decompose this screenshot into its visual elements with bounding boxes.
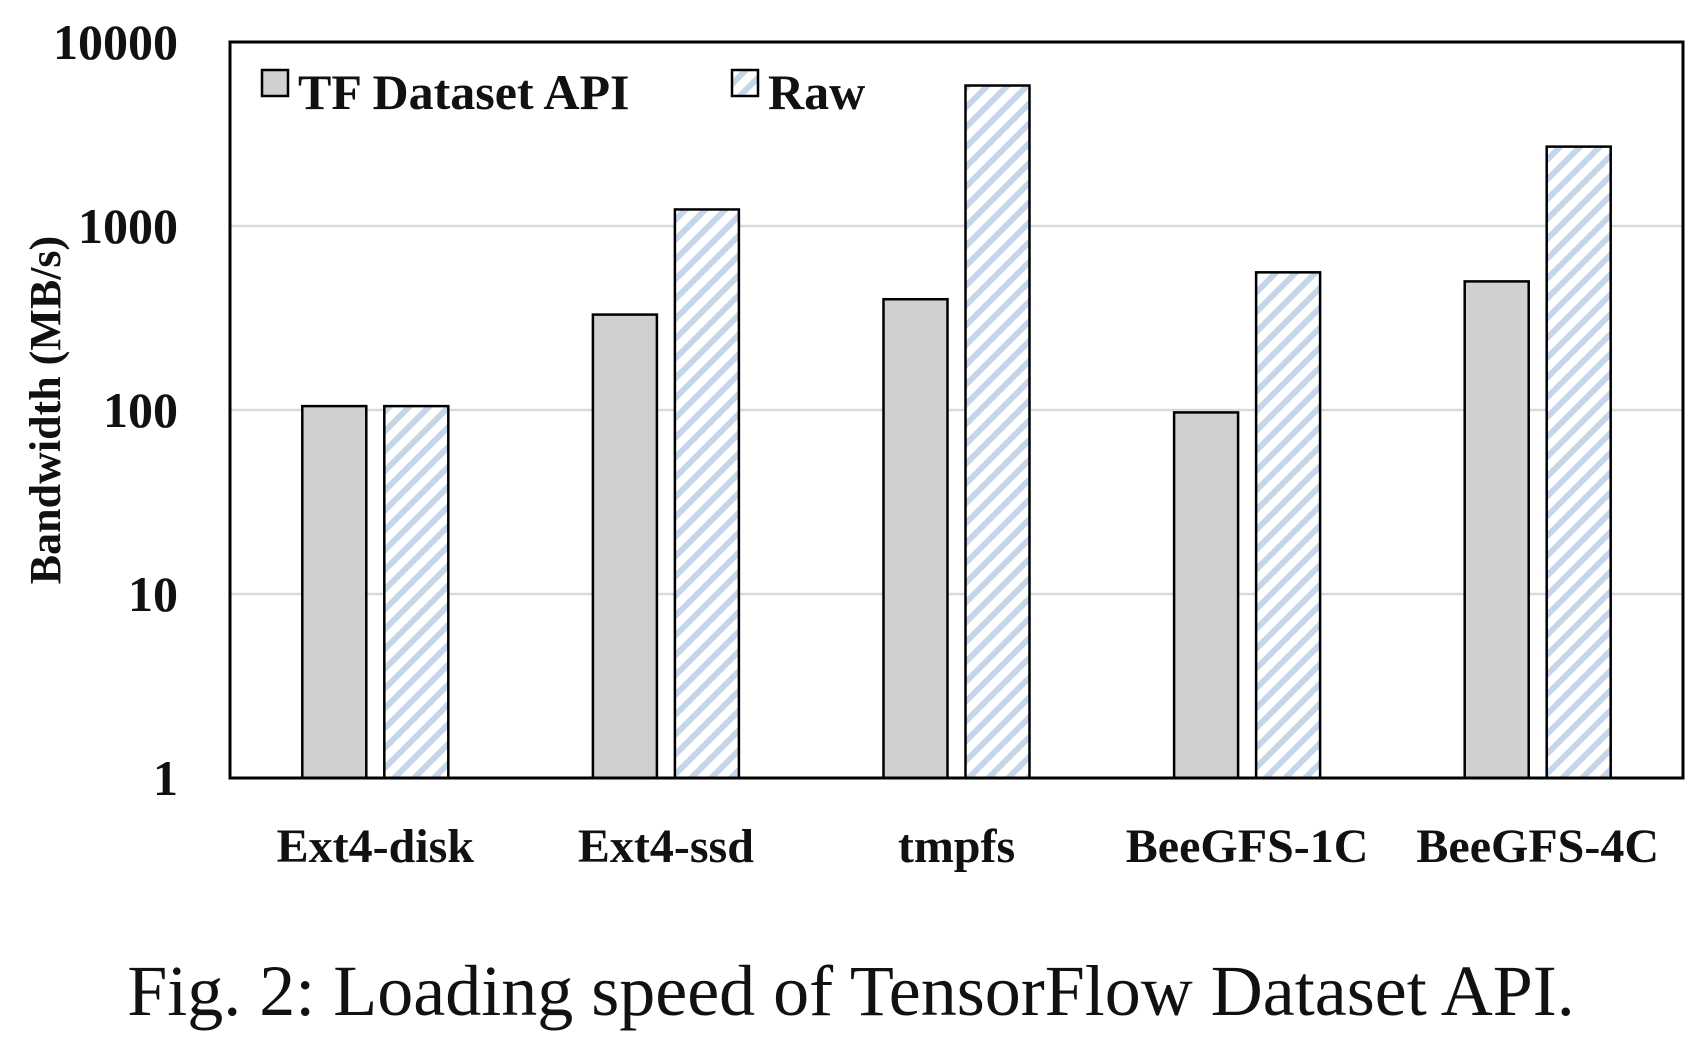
bar-raw-beegfs-4c <box>1545 145 1612 780</box>
x-category-label: BeeGFS-4C <box>1416 820 1659 873</box>
x-category-label: tmpfs <box>898 820 1015 873</box>
bar-tf-dataset-api-tmpfs <box>882 297 949 780</box>
bar-tf-dataset-api-ext4-ssd <box>591 313 659 780</box>
y-axis-ticks: 1 10 100 1000 10000 <box>53 14 178 806</box>
legend-label: Raw <box>768 64 865 120</box>
bar-tf-dataset-api-beegfs-1c <box>1172 411 1240 780</box>
x-category-label: Ext4-disk <box>277 820 475 873</box>
legend: TF Dataset API Raw <box>260 64 865 120</box>
figure-caption: Fig. 2: Loading speed of TensorFlow Data… <box>127 951 1575 1031</box>
bars <box>301 84 1612 780</box>
bar-tf-dataset-api-beegfs-4c <box>1463 280 1530 780</box>
plot-area-frame <box>228 40 1685 780</box>
bar-raw-ext4-ssd <box>673 208 741 780</box>
legend-swatch <box>730 68 760 98</box>
x-category-label: BeeGFS-1C <box>1126 820 1369 873</box>
bar-raw-ext4-disk <box>383 404 450 780</box>
x-category-label: Ext4-ssd <box>578 820 754 873</box>
bar-raw-tmpfs <box>964 84 1031 780</box>
y-tick-label: 10000 <box>53 14 178 70</box>
legend-swatch <box>260 68 290 98</box>
y-tick-label: 100 <box>103 382 178 438</box>
bar-raw-beegfs-1c <box>1254 271 1322 780</box>
x-axis-categories: Ext4-disk Ext4-ssd tmpfs BeeGFS-1C BeeGFS-4C <box>277 820 1659 873</box>
y-axis-title: Bandwidth (MB/s) <box>21 236 70 584</box>
y-tick-label: 1000 <box>78 198 178 254</box>
y-tick-label: 1 <box>153 750 178 806</box>
legend-label: TF Dataset API <box>298 64 629 120</box>
gridlines <box>230 224 1683 596</box>
bar-tf-dataset-api-ext4-disk <box>301 404 368 780</box>
bar-chart: 1 10 100 1000 10000 Ext4-disk Ext4-ssd tmpfs Be… <box>21 14 1685 873</box>
y-tick-label: 10 <box>128 566 178 622</box>
